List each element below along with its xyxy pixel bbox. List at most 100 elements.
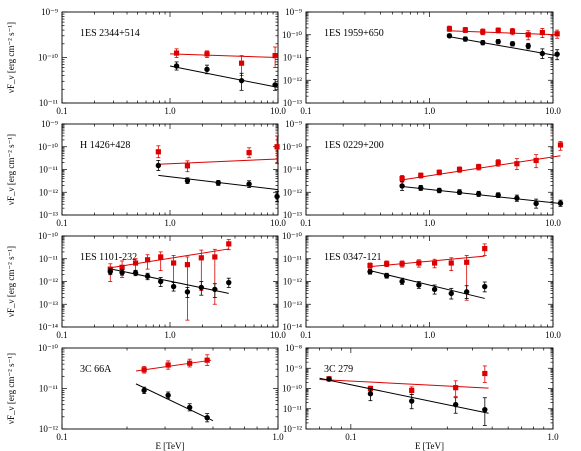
- data-point-circle: [416, 282, 422, 288]
- y-tick-label: 10⁻¹²: [283, 277, 302, 287]
- plot-frame: [61, 11, 279, 104]
- x-tick-label: 1.0: [424, 330, 436, 340]
- data-point-square: [141, 367, 147, 373]
- data-point-square: [456, 166, 463, 173]
- source-label: 3C 66A: [80, 364, 112, 375]
- y-tick-label: 10⁻¹⁰: [282, 142, 302, 152]
- x-tick-label: 1.0: [424, 218, 436, 228]
- x-tick-label: 1.0: [164, 330, 176, 340]
- x-tick-label: 0.1: [56, 218, 67, 228]
- source-label: 1ES 1101-232: [80, 252, 137, 263]
- data-point-circle: [274, 193, 280, 200]
- data-point-circle: [215, 180, 221, 186]
- y-tick-label: 10⁻¹⁴: [282, 322, 302, 332]
- data-point-circle: [456, 189, 463, 195]
- data-point-circle: [383, 272, 390, 279]
- y-tick-label: 10⁻⁹: [41, 119, 58, 129]
- data-point-circle: [418, 185, 424, 191]
- data-point-square: [173, 50, 180, 56]
- y-tick-label: 10⁻⁹: [285, 119, 302, 129]
- x-tick-label: 0.1: [56, 106, 67, 116]
- source-label: 1ES 0347-121: [324, 252, 382, 263]
- x-tick-label: 1.0: [424, 106, 436, 116]
- data-point-circle: [409, 398, 415, 404]
- data-point-circle: [184, 289, 191, 295]
- data-point-square: [453, 385, 459, 391]
- y-axis-label: νF_ν [erg cm⁻² s⁻¹]: [6, 22, 16, 93]
- data-point-square: [246, 150, 252, 156]
- data-point-circle: [495, 38, 501, 45]
- fit-line: [319, 377, 489, 414]
- y-tick-label: 10⁻¹¹: [283, 53, 302, 63]
- data-point-square: [384, 261, 390, 267]
- chart-panel: 0.1 1.0 10.0 10⁻¹⁴ 10⁻¹³ 10⁻¹² 10⁻¹¹ 10⁻¹⁰ 1ES 0…: [282, 231, 561, 340]
- data-point-square: [238, 60, 245, 66]
- data-point-square: [448, 260, 454, 266]
- data-point-circle: [446, 33, 453, 39]
- data-point-circle: [452, 401, 459, 408]
- y-tick-label: 10⁻¹³: [283, 210, 302, 220]
- y-tick-label: 10⁻⁸: [285, 343, 302, 353]
- chart-panel: 0.1 1.0 10.0 10⁻¹¹ 10⁻¹⁰ 10⁻⁹ 1ES 2344+514 νF_ν…: [6, 7, 286, 116]
- y-tick-label: 10⁻¹²: [283, 187, 302, 197]
- data-point-circle: [533, 200, 539, 207]
- data-point-circle: [554, 51, 560, 57]
- plot-frame: [61, 123, 279, 216]
- x-tick-label: 1.0: [164, 218, 176, 228]
- data-point-square: [436, 169, 442, 175]
- fit-line: [135, 383, 214, 422]
- y-tick-label: 10⁻¹⁰: [282, 384, 302, 394]
- y-tick-label: 10⁻¹²: [283, 424, 302, 434]
- data-point-square: [557, 142, 564, 148]
- data-point-circle: [204, 415, 210, 421]
- data-point-square: [187, 360, 193, 366]
- y-tick-label: 10⁻⁹: [285, 363, 302, 373]
- y-axis-label: νF_ν [erg cm⁻² s⁻¹]: [6, 134, 16, 205]
- data-point-circle: [495, 192, 501, 198]
- data-point-square: [480, 29, 486, 35]
- data-point-square: [171, 260, 177, 266]
- plot-frame: [305, 347, 554, 430]
- data-point-square: [367, 262, 373, 269]
- data-point-circle: [367, 391, 374, 397]
- x-tick-label: 0.1: [56, 330, 67, 340]
- data-point-circle: [448, 290, 454, 297]
- chart-panel: 0.1 1.0 10.0 10⁻¹⁴ 10⁻¹³ 10⁻¹² 10⁻¹¹ 10⁻¹⁰ 1ES 1…: [6, 231, 286, 340]
- data-point-square: [416, 260, 422, 266]
- data-point-square: [446, 26, 453, 32]
- data-point-square: [539, 29, 545, 36]
- data-point-circle: [367, 268, 373, 275]
- data-point-square: [158, 254, 164, 260]
- chart-panel: 0.1 1.0 10.0 10⁻¹³ 10⁻¹² 10⁻¹¹ 10⁻¹⁰ 10⁻⁹ 1ES 02…: [282, 119, 564, 228]
- data-point-square: [482, 370, 488, 377]
- y-tick-label: 10⁻¹³: [39, 299, 58, 309]
- data-point-circle: [119, 269, 125, 276]
- fit-line: [319, 378, 489, 389]
- data-point-square: [495, 160, 501, 166]
- y-tick-label: 10⁻¹¹: [39, 384, 58, 394]
- data-point-square: [132, 260, 139, 266]
- data-point-square: [476, 164, 482, 170]
- data-point-circle: [482, 406, 488, 413]
- data-point-square: [226, 241, 232, 247]
- data-point-square: [418, 172, 424, 179]
- source-label: H 1426+428: [80, 140, 130, 151]
- x-tick-label: 0.1: [300, 330, 311, 340]
- data-point-circle: [326, 376, 332, 382]
- y-tick-label: 10⁻¹²: [283, 75, 302, 85]
- y-tick-label: 10⁻¹²: [39, 277, 58, 287]
- x-tick-label: 0.1: [56, 432, 67, 442]
- plot-frame: [61, 347, 279, 430]
- data-point-square: [399, 175, 405, 182]
- data-point-circle: [170, 283, 177, 290]
- fit-line: [110, 268, 229, 294]
- data-point-square: [514, 161, 520, 167]
- data-point-circle: [480, 39, 486, 46]
- y-tick-label: 10⁻¹⁰: [38, 343, 58, 353]
- data-point-circle: [462, 36, 469, 42]
- data-point-circle: [431, 286, 438, 293]
- data-point-circle: [173, 63, 180, 69]
- data-point-square: [155, 149, 161, 155]
- data-point-circle: [184, 178, 191, 184]
